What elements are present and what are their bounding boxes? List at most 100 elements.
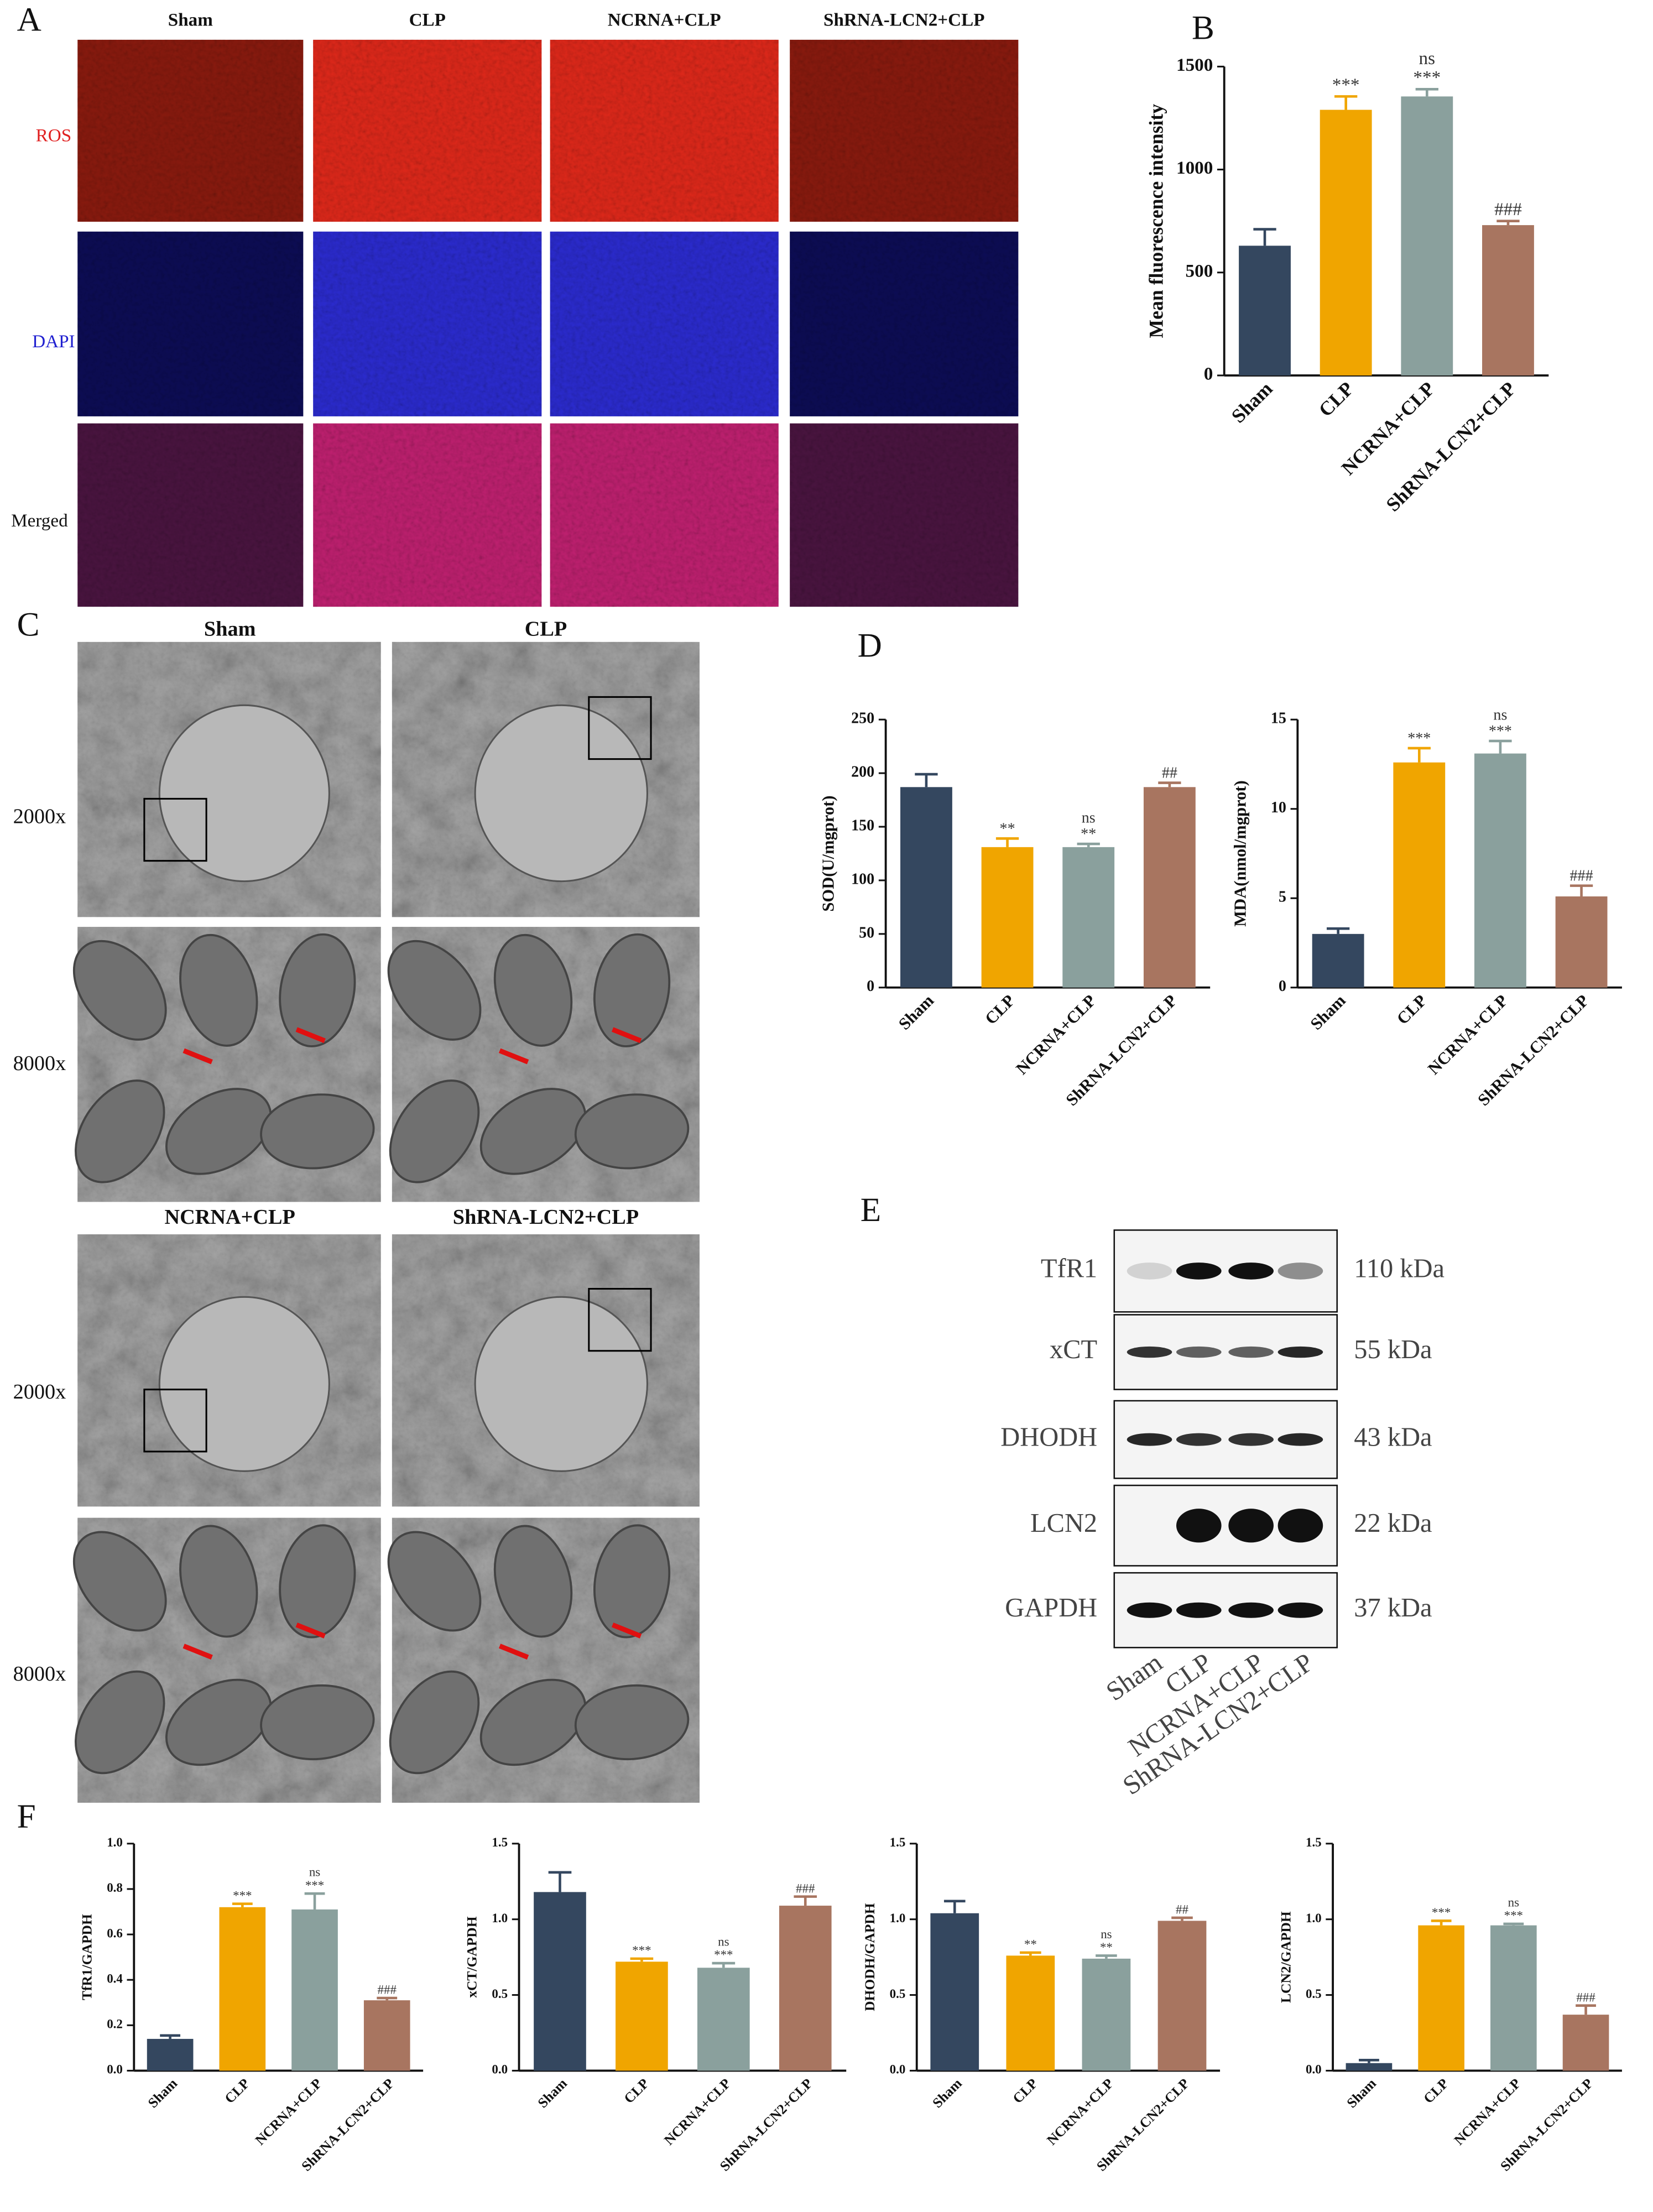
blot-band bbox=[1176, 1262, 1222, 1280]
significance-label: ** bbox=[1081, 826, 1096, 843]
panel-label: A bbox=[17, 1, 41, 38]
zoom-box bbox=[143, 797, 207, 862]
blot-band bbox=[1176, 1509, 1222, 1543]
column-label: Sham bbox=[204, 617, 256, 640]
y-tick-label: 0.5 bbox=[890, 1987, 906, 2001]
y-tick-label: 200 bbox=[851, 764, 874, 781]
blot-strip bbox=[1113, 1229, 1338, 1313]
blot-band bbox=[1228, 1262, 1274, 1280]
significance-label: ns bbox=[1508, 1895, 1519, 1909]
bar bbox=[779, 1906, 832, 2071]
significance-label: ns bbox=[1101, 1927, 1112, 1941]
mitochondrion bbox=[279, 933, 356, 1047]
row-label: 8000x bbox=[13, 1052, 66, 1075]
significance-label: *** bbox=[1407, 730, 1431, 747]
significance-label: ## bbox=[1176, 1903, 1188, 1917]
x-tick-label: Sham bbox=[1307, 991, 1349, 1034]
x-tick-label: NCRNA+CLP bbox=[252, 2075, 325, 2148]
significance-label: ns bbox=[309, 1865, 320, 1879]
significance-label: *** bbox=[1489, 723, 1512, 740]
bar bbox=[1401, 96, 1453, 375]
x-tick-label: Sham bbox=[1227, 377, 1277, 427]
x-tick-label: CLP bbox=[981, 991, 1018, 1028]
bar bbox=[1082, 1958, 1131, 2071]
panel-label: B bbox=[1192, 9, 1214, 47]
y-tick-label: 0.8 bbox=[107, 1881, 123, 1895]
blot-band bbox=[1127, 1602, 1172, 1618]
x-tick-label: CLP bbox=[1393, 991, 1430, 1028]
bar bbox=[1006, 1955, 1055, 2071]
bar bbox=[616, 1961, 668, 2071]
band-size: 22 kDa bbox=[1354, 1509, 1432, 1538]
significance-label: ### bbox=[796, 1881, 815, 1895]
y-tick-label: 0.2 bbox=[107, 2017, 123, 2031]
bar bbox=[981, 847, 1034, 988]
mitochondrion bbox=[179, 1525, 258, 1638]
fluorescence-image-texture bbox=[313, 423, 542, 607]
y-tick-label: 150 bbox=[851, 817, 874, 834]
x-tick-label: CLP bbox=[620, 2075, 652, 2107]
blot-band bbox=[1127, 1346, 1172, 1358]
bar bbox=[363, 2000, 410, 2071]
nucleus bbox=[474, 704, 648, 883]
bar bbox=[1474, 753, 1526, 988]
y-tick-label: 10 bbox=[1271, 799, 1286, 816]
x-tick-label: Sham bbox=[534, 2075, 570, 2111]
band-size: 43 kDa bbox=[1354, 1422, 1432, 1452]
blot-band bbox=[1228, 1346, 1274, 1358]
significance-label: ### bbox=[378, 1983, 397, 1997]
mitochondrion bbox=[75, 1079, 165, 1183]
bar bbox=[1157, 1921, 1207, 2071]
x-tick-label: NCRNA+CLP bbox=[1013, 991, 1100, 1078]
mitochondrion bbox=[75, 1670, 165, 1775]
significance-label: *** bbox=[632, 1944, 651, 1958]
y-tick-label: 0.0 bbox=[492, 2063, 508, 2077]
x-tick-label: NCRNA+CLP bbox=[661, 2075, 734, 2148]
fluorescence-image-texture bbox=[77, 423, 304, 607]
y-tick-label: 0.6 bbox=[107, 1926, 123, 1940]
y-tick-label: 0 bbox=[1279, 978, 1286, 995]
nucleus bbox=[158, 1296, 330, 1472]
bar bbox=[291, 1909, 338, 2071]
panel-label: E bbox=[861, 1191, 881, 1229]
mitochondrion bbox=[574, 1093, 690, 1170]
mitochondrion bbox=[389, 1079, 480, 1183]
column-label: Sham bbox=[168, 9, 213, 30]
x-tick-label: CLP bbox=[1009, 2075, 1041, 2107]
x-tick-label: Sham bbox=[145, 2075, 181, 2111]
column-label: ShRNA-LCN2+CLP bbox=[453, 1206, 639, 1229]
bar bbox=[1143, 787, 1196, 988]
arrow bbox=[611, 1623, 642, 1639]
significance-label: ### bbox=[1570, 868, 1593, 885]
y-axis-label: DHODH/GAPDH bbox=[862, 1903, 878, 2011]
y-tick-label: 0.5 bbox=[492, 1987, 508, 2001]
y-axis-label: LCN2/GAPDH bbox=[1277, 1911, 1294, 2003]
y-axis-label: SOD(U/mgprot) bbox=[819, 795, 838, 911]
mitochondrion bbox=[593, 1524, 671, 1639]
band-label: LCN2 bbox=[1030, 1509, 1097, 1538]
significance-label: ** bbox=[1024, 1938, 1037, 1952]
band-size: 110 kDa bbox=[1354, 1254, 1445, 1284]
column-label: NCRNA+CLP bbox=[608, 9, 721, 30]
blot-band bbox=[1277, 1262, 1323, 1280]
y-tick-label: 1000 bbox=[1176, 158, 1213, 178]
y-tick-label: 250 bbox=[851, 710, 874, 727]
bar bbox=[219, 1907, 266, 2071]
significance-label: *** bbox=[1432, 1906, 1451, 1919]
band-label: xCT bbox=[1050, 1335, 1097, 1364]
fluorescence-image-texture bbox=[550, 423, 779, 607]
mitochondrion bbox=[72, 1531, 167, 1632]
bar bbox=[1346, 2063, 1393, 2071]
fluorescence-image-texture bbox=[313, 231, 542, 416]
panel-label: C bbox=[17, 606, 40, 643]
x-tick-label: Sham bbox=[1343, 2075, 1379, 2111]
blot-band bbox=[1277, 1602, 1323, 1618]
mitochondrion bbox=[72, 940, 167, 1041]
column-label: ShRNA-LCN2+CLP bbox=[823, 9, 984, 30]
significance-label: ns bbox=[1419, 48, 1435, 69]
significance-label: ns bbox=[1082, 810, 1096, 827]
panel-label: D bbox=[858, 627, 882, 665]
arrow bbox=[611, 1027, 642, 1044]
y-tick-label: 1.0 bbox=[890, 1911, 906, 1925]
